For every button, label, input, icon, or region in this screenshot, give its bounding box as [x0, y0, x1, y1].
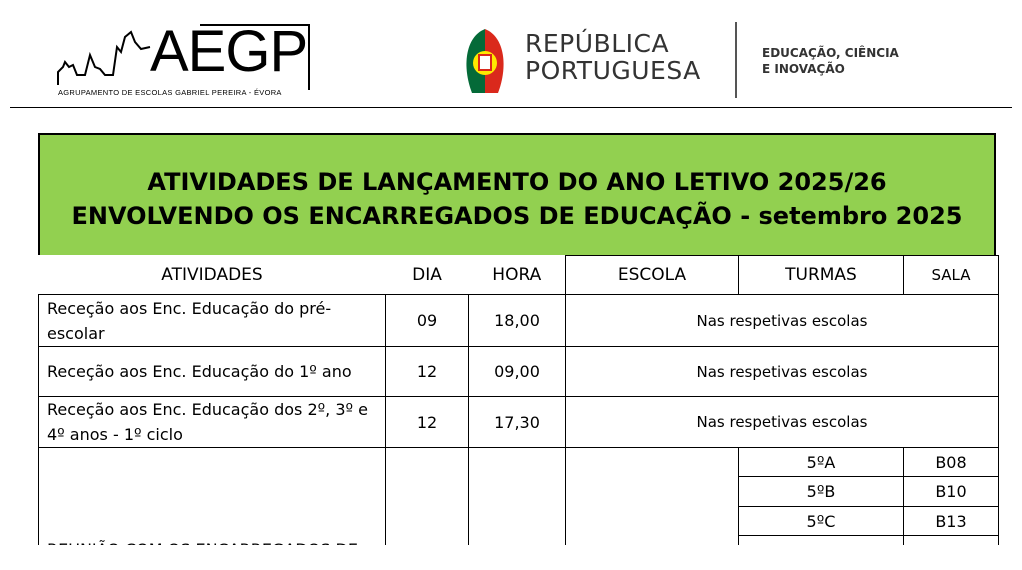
header-divider: [10, 107, 1012, 108]
cell-turma: 5ºB: [738, 476, 904, 507]
cell-dia: 09: [385, 294, 469, 347]
cell-atividade: Receção aos Enc. Educação dos 2º, 3º e 4…: [38, 396, 386, 448]
cell-sala: B08: [903, 447, 999, 477]
cell-hora: 18,00: [468, 294, 566, 347]
cell-local: Nas respetivas escolas: [565, 346, 999, 397]
cell-atividade: Receção aos Enc. Educação do 1º ano: [38, 346, 386, 397]
cell-turma: 5ºA: [738, 447, 904, 477]
activities-table: ATIVIDADES DIA HORA ESCOLA TURMAS SALA R…: [38, 255, 999, 565]
aegp-subtitle: AGRUPAMENTO DE ESCOLAS GABRIEL PEREIRA -…: [58, 88, 282, 97]
republica-line1: REPÚBLICA: [525, 29, 670, 58]
banner-title-line1: ATIVIDADES DE LANÇAMENTO DO ANO LETIVO 2…: [147, 168, 887, 196]
aegp-logo: [55, 22, 311, 100]
aegp-wordmark: AEGP: [150, 19, 308, 84]
header-separator: [735, 22, 737, 98]
table-row: Receção aos Enc. Educação do pré-escolar…: [38, 294, 999, 347]
cell-hora: 09,00: [468, 346, 566, 397]
banner-title-line2: ENVOLVENDO OS ENCARREGADOS DE EDUCAÇÃO -…: [71, 202, 963, 230]
castle-skyline-icon: [57, 30, 151, 85]
cell-dia: 12: [385, 396, 469, 448]
table-row: 5ºB B10: [39, 476, 999, 507]
page-cutoff: [0, 545, 1022, 570]
ministry-line1: EDUCAÇÃO, CIÊNCIA: [762, 46, 899, 60]
title-banner: ATIVIDADES DE LANÇAMENTO DO ANO LETIVO 2…: [38, 133, 996, 255]
cell-dia: 12: [385, 346, 469, 397]
header-hora: HORA: [492, 264, 542, 285]
header-turmas: TURMAS: [738, 255, 904, 295]
header-dia: DIA: [412, 264, 442, 285]
table-row: Receção aos Enc. Educação dos 2º, 3º e 4…: [38, 396, 999, 448]
table-header-row: ATIVIDADES DIA HORA ESCOLA TURMAS SALA: [39, 255, 999, 295]
cell-sala: B13: [903, 506, 999, 536]
cell-turma: 5ºC: [738, 506, 904, 536]
republica-portuguesa: REPÚBLICA PORTUGUESA: [525, 30, 701, 84]
table-row: Receção aos Enc. Educação do 1º ano 12 0…: [38, 346, 999, 397]
logo-frame: [200, 24, 310, 90]
ministry-name: EDUCAÇÃO, CIÊNCIA E INOVAÇÃO: [762, 45, 899, 77]
cell-local: Nas respetivas escolas: [565, 294, 999, 347]
cell-atividade: Receção aos Enc. Educação do pré-escolar: [38, 294, 386, 347]
header-escola: ESCOLA: [565, 255, 739, 295]
header-atividades: ATIVIDADES: [161, 264, 263, 285]
table-row: 5ºC B13: [39, 506, 999, 536]
republica-line2: PORTUGUESA: [525, 56, 701, 85]
cell-hora: 17,30: [468, 396, 566, 448]
table-row: REUNIÃO COM OS ENCARREGADOS DE 5ºA B08: [38, 447, 999, 565]
header-sala: SALA: [903, 255, 999, 295]
cell-sala: B10: [903, 476, 999, 507]
cell-local: Nas respetivas escolas: [565, 396, 999, 448]
ministry-line2: E INOVAÇÃO: [762, 62, 845, 76]
portugal-emblem-icon: [466, 29, 504, 93]
